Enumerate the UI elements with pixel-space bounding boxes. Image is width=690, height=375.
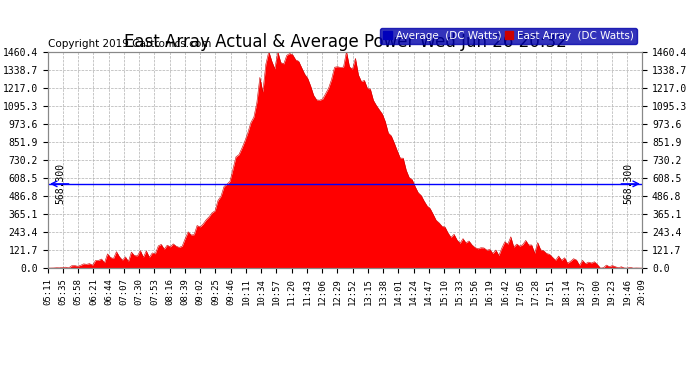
Text: Copyright 2019 Cartronics.com: Copyright 2019 Cartronics.com [48,39,211,50]
Text: 568.300: 568.300 [623,163,633,204]
Title: East Array Actual & Average Power Wed Jun 26 20:32: East Array Actual & Average Power Wed Ju… [124,33,566,51]
Text: 568.300: 568.300 [55,163,65,204]
Legend: Average  (DC Watts), East Array  (DC Watts): Average (DC Watts), East Array (DC Watts… [380,27,637,44]
